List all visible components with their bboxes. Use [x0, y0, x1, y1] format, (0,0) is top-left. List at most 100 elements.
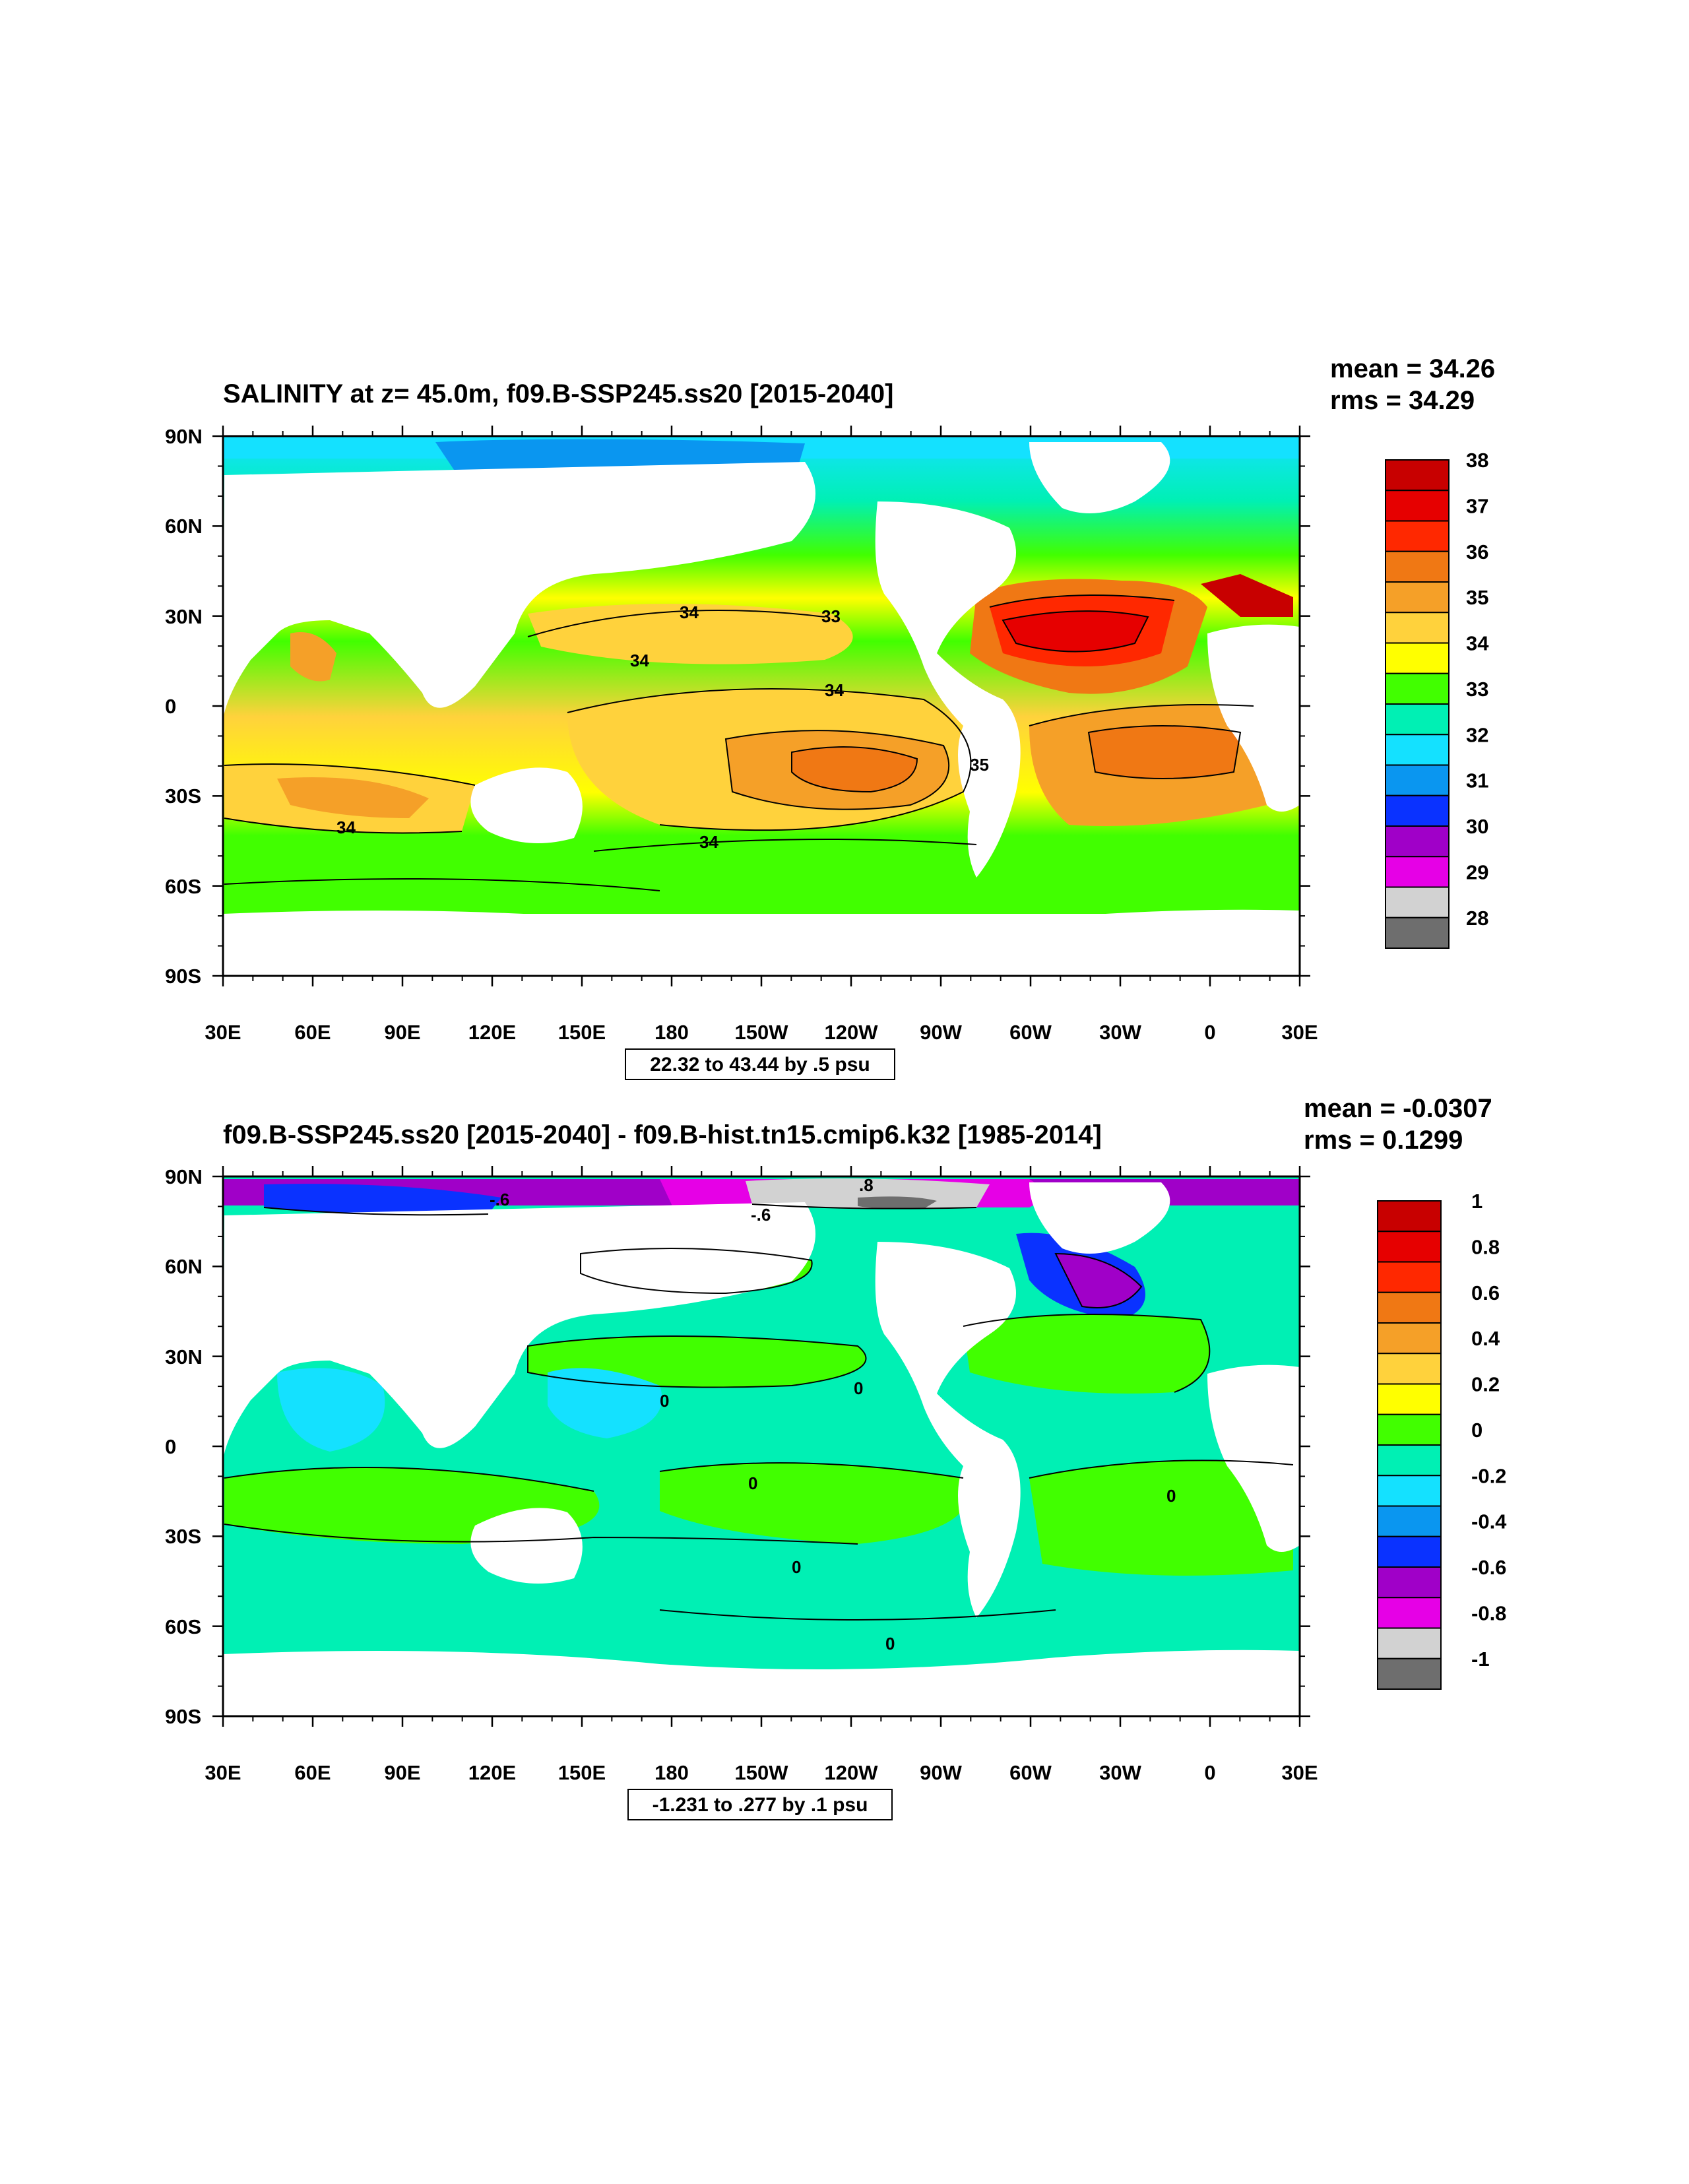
colorbar-swatch [1385, 703, 1450, 736]
colorbar-swatch [1377, 1353, 1442, 1385]
colorbar-label: -0.8 [1471, 1601, 1506, 1624]
svg-text:120W: 120W [825, 1021, 879, 1044]
colorbar-label: 0.2 [1471, 1373, 1500, 1396]
svg-text:150W: 150W [735, 1021, 789, 1044]
colorbar-swatch [1377, 1597, 1442, 1629]
panel-title: SALINITY at z= 45.0m, f09.B-SSP245.ss20 … [223, 379, 893, 408]
svg-text:60N: 60N [165, 515, 203, 538]
y-axis-labels: 90N 60N 30N 0 30S 60S 90S [165, 425, 203, 988]
svg-text:150W: 150W [735, 1761, 789, 1784]
svg-text:180: 180 [654, 1021, 689, 1044]
colorbar-swatch [1377, 1627, 1442, 1659]
colorbar-label: 28 [1466, 907, 1488, 930]
contour-lines [224, 1204, 1294, 1621]
svg-text:35: 35 [970, 755, 989, 775]
colorbar-swatch [1377, 1535, 1442, 1568]
svg-text:-.6: -.6 [751, 1205, 771, 1225]
svg-text:90N: 90N [165, 1165, 203, 1188]
svg-text:60W: 60W [1009, 1761, 1052, 1784]
svg-text:0: 0 [1204, 1761, 1215, 1784]
svg-text:0: 0 [165, 1435, 176, 1458]
colorbar-label: -0.6 [1471, 1556, 1506, 1579]
colorbar: 38 37 36 35 34 33 32 31 30 29 28 [1385, 449, 1489, 949]
rms-stat: rms = 34.29 [1330, 386, 1475, 415]
map-field: 0 0 0 0 0 0 -.6 -.6 .8 [223, 1175, 1300, 1716]
x-axis-labels: 30E 60E 90E 120E 150E 180 150W 120W 90W … [205, 1021, 1318, 1044]
x-axis-labels: 30E 60E 90E 120E 150E 180 150W 120W 90W … [205, 1761, 1318, 1784]
svg-text:34: 34 [336, 818, 356, 837]
colorbar-label: -0.2 [1471, 1464, 1506, 1487]
svg-text:34: 34 [699, 832, 718, 852]
colorbar-swatch [1385, 642, 1450, 674]
land-masks [223, 442, 1300, 976]
svg-text:90N: 90N [165, 425, 203, 448]
colorbar-label: 34 [1466, 632, 1489, 655]
colorbar-label: 0.6 [1471, 1281, 1500, 1304]
colorbar-swatch [1385, 490, 1450, 522]
svg-text:34: 34 [630, 651, 649, 670]
svg-text:90S: 90S [165, 965, 201, 988]
svg-text:30S: 30S [165, 785, 201, 808]
svg-text:0: 0 [1204, 1021, 1215, 1044]
svg-text:0: 0 [854, 1378, 863, 1398]
svg-text:30E: 30E [1281, 1761, 1318, 1784]
colorbar-swatch [1377, 1505, 1442, 1537]
svg-text:0: 0 [792, 1557, 801, 1577]
colorbar-label: 0.8 [1471, 1235, 1500, 1258]
svg-text:30E: 30E [205, 1021, 241, 1044]
colorbar: 1 0.8 0.6 0.4 0.2 0 -0.2 -0.4 -0.6 -0.8 -1 [1377, 1190, 1507, 1690]
svg-text:34: 34 [680, 602, 699, 622]
svg-text:.8: .8 [859, 1175, 874, 1195]
svg-text:90E: 90E [384, 1761, 420, 1784]
colorbar-swatch [1377, 1231, 1442, 1263]
svg-text:90E: 90E [384, 1021, 420, 1044]
colorbar-swatch [1377, 1566, 1442, 1599]
salinity-difference-map-panel: f09.B-SSP245.ss20 [2015-2040] - f09.B-hi… [165, 1094, 1507, 1820]
colorbar-swatch [1385, 734, 1450, 766]
svg-text:0: 0 [1166, 1486, 1176, 1506]
colorbar-swatch [1377, 1261, 1442, 1293]
contour-labels: 34 33 34 34 35 34 34 [336, 602, 989, 852]
contour-labels: 0 0 0 0 0 0 -.6 -.6 .8 [490, 1175, 1176, 1654]
colorbar-swatch [1377, 1444, 1442, 1477]
svg-text:-.6: -.6 [490, 1190, 509, 1209]
svg-text:30W: 30W [1099, 1021, 1141, 1044]
colorbar-swatch [1377, 1322, 1442, 1355]
colorbar-swatch [1385, 825, 1450, 858]
svg-text:90S: 90S [165, 1705, 201, 1728]
colorbar-label: -0.4 [1471, 1510, 1507, 1533]
svg-text:60W: 60W [1009, 1021, 1052, 1044]
svg-text:90W: 90W [920, 1761, 962, 1784]
colorbar-swatch [1377, 1413, 1442, 1446]
svg-text:0: 0 [660, 1391, 669, 1411]
svg-text:0: 0 [165, 695, 176, 718]
range-label-box [627, 1789, 893, 1820]
svg-text:0: 0 [748, 1473, 757, 1493]
colorbar-swatch [1377, 1383, 1442, 1415]
svg-text:120E: 120E [468, 1021, 516, 1044]
rms-stat: rms = 0.1299 [1304, 1126, 1463, 1155]
colorbar-label: 35 [1466, 586, 1488, 609]
axis-ticks [212, 426, 1310, 986]
axis-ticks [212, 1166, 1310, 1727]
colorbar-label: 32 [1466, 723, 1488, 746]
colorbar-label: 33 [1466, 678, 1488, 701]
colorbar-swatch [1385, 520, 1450, 552]
colorbar-swatch [1385, 672, 1450, 705]
svg-text:120W: 120W [825, 1761, 879, 1784]
range-label-box [625, 1048, 895, 1080]
land-masks [223, 1182, 1300, 1716]
colorbar-label: 36 [1466, 540, 1488, 563]
svg-text:30E: 30E [1281, 1021, 1318, 1044]
colorbar-label: 38 [1466, 449, 1488, 472]
colorbar-label: 1 [1471, 1190, 1482, 1213]
svg-text:180: 180 [654, 1761, 689, 1784]
svg-text:60S: 60S [165, 1615, 201, 1638]
svg-text:90W: 90W [920, 1021, 962, 1044]
svg-text:30W: 30W [1099, 1761, 1141, 1784]
svg-text:120E: 120E [468, 1761, 516, 1784]
mean-stat: mean = 34.26 [1330, 354, 1495, 383]
colorbar-swatch [1385, 459, 1450, 492]
colorbar-swatch [1377, 1657, 1442, 1690]
